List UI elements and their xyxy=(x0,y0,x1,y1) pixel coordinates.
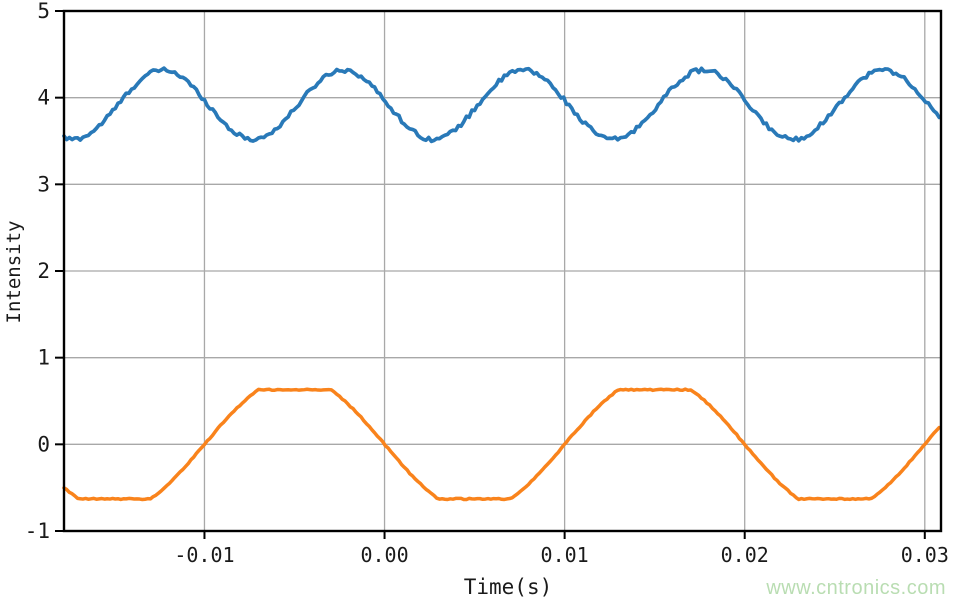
tick-layer: -0.01 0.00 0.01 0.02 0.03 -1 0 1 2 3 4 5 xyxy=(25,0,949,567)
y-tick-label: 2 xyxy=(37,259,50,283)
y-tick-label: -1 xyxy=(25,519,50,543)
series-detected-baseband xyxy=(62,387,941,502)
x-axis-title: Time(s) xyxy=(464,575,553,599)
x-tick-label: 0.01 xyxy=(541,543,589,567)
y-tick-label: 5 xyxy=(37,0,50,23)
x-tick-label: 0.00 xyxy=(360,543,408,567)
y-tick-label: 0 xyxy=(37,432,50,456)
x-tick-label: 0.03 xyxy=(901,543,949,567)
series-layer xyxy=(62,66,942,502)
y-tick-label: 3 xyxy=(37,172,50,196)
y-tick-label: 1 xyxy=(37,346,50,370)
series-modulated-carrier xyxy=(62,66,942,144)
y-axis-title: Intensity xyxy=(3,221,25,324)
y-tick-label: 4 xyxy=(37,86,50,110)
watermark-text: www.cntronics.com xyxy=(766,577,946,599)
x-tick-label: -0.01 xyxy=(174,543,234,567)
x-tick-label: 0.02 xyxy=(721,543,769,567)
